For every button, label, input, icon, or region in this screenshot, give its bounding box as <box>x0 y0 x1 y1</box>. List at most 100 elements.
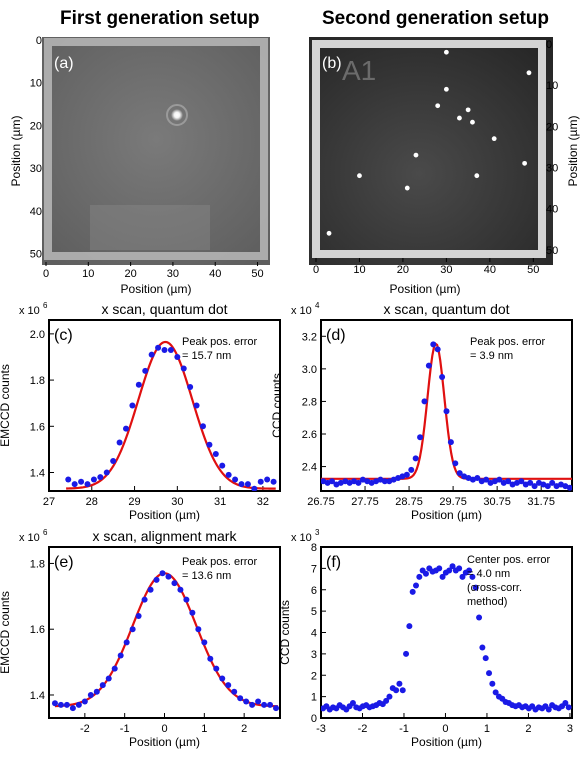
data-point <box>99 682 106 689</box>
data-point <box>527 479 534 486</box>
panel-d-plot: 26.75 27.75 28.75 29.75 30.75 31.75 2.4 2.6 2.8 3… <box>270 301 573 522</box>
data-point <box>472 584 479 591</box>
data-point <box>232 476 239 483</box>
bright-spot <box>526 70 532 76</box>
scale-exponent: 6 <box>43 528 48 537</box>
bright-spot <box>470 119 475 125</box>
plot-area <box>51 570 280 712</box>
x-tick-label: 29 <box>128 496 140 508</box>
data-point <box>189 609 196 616</box>
panel-label: (e) <box>54 554 74 571</box>
data-point <box>193 402 200 409</box>
data-point <box>396 680 403 687</box>
data-point <box>103 469 110 476</box>
annotation-line: = 13.6 nm <box>182 570 231 582</box>
x-tick-label: 32 <box>257 496 269 508</box>
panel-label: (f) <box>326 554 341 571</box>
y-tick-label: 1 <box>311 692 317 704</box>
y-tick-label: 2.6 <box>302 429 317 441</box>
data-point <box>483 476 490 483</box>
data-point <box>355 479 362 486</box>
data-point <box>159 570 166 577</box>
panel-a-ytick-label: 50 <box>30 248 42 260</box>
annotation-line: method) <box>467 596 507 608</box>
data-point <box>63 701 70 708</box>
data-point <box>349 700 356 707</box>
data-point <box>212 451 219 458</box>
x-tick-label: 29.75 <box>439 496 467 508</box>
x-axis-label: Position (µm) <box>129 508 200 522</box>
data-point <box>409 588 416 595</box>
y-tick-label: 7 <box>311 563 317 575</box>
panel-a-xtick-label: 40 <box>209 268 221 280</box>
y-tick-label: 1.6 <box>30 421 45 433</box>
data-point <box>116 439 123 446</box>
panel-label: (c) <box>54 327 73 344</box>
data-point <box>482 655 489 662</box>
annotation-line: = 15.7 nm <box>182 350 231 362</box>
data-point <box>443 408 450 415</box>
plot-area <box>321 563 572 713</box>
data-point <box>518 478 525 485</box>
data-point <box>200 423 206 430</box>
y-tick-label: 1.6 <box>30 624 45 636</box>
data-point <box>180 365 187 372</box>
data-point <box>393 687 400 694</box>
x-axis-label: Position (µm) <box>411 508 482 522</box>
panel-b-ytick-label: 30 <box>546 162 558 174</box>
data-point <box>183 596 190 603</box>
x-tick-label: 1 <box>201 723 207 735</box>
scale-factor: x 10 <box>19 305 40 317</box>
data-point <box>416 573 423 580</box>
data-point <box>69 705 76 712</box>
plot-area <box>321 341 572 491</box>
data-point <box>123 639 130 646</box>
annotation-line: (cross-corr. <box>467 582 522 594</box>
left-column-header: First generation setup <box>60 8 260 29</box>
data-point <box>219 675 226 682</box>
y-tick-label: 1.4 <box>30 468 45 480</box>
x-tick-label: 3 <box>567 723 573 735</box>
data-point <box>383 697 390 704</box>
x-tick-label: -1 <box>120 723 130 735</box>
y-tick-label: 1.8 <box>30 558 45 570</box>
data-point <box>264 476 271 483</box>
data-point <box>417 434 424 441</box>
annotation-line: = 4.0 nm <box>467 568 510 580</box>
data-point <box>177 586 184 593</box>
plot-title: x scan, quantum dot <box>383 301 509 317</box>
x-tick-label: 0 <box>442 723 448 735</box>
panel-b-alignment-frame <box>312 40 546 258</box>
data-point <box>129 402 136 409</box>
data-point <box>425 362 432 369</box>
scale-exponent: 6 <box>43 301 48 310</box>
data-point <box>492 689 499 696</box>
panel-a-ytick-label: 0 <box>36 35 42 47</box>
data-point <box>447 439 454 446</box>
data-point <box>147 586 154 593</box>
x-tick-label: 0 <box>161 723 167 735</box>
panel-b-mark-label: A1 <box>342 55 376 86</box>
panel-a-quantum-dot <box>171 109 183 121</box>
data-point <box>195 626 202 633</box>
panel-a-xtick-label: 30 <box>167 268 179 280</box>
x-tick-label: 30 <box>171 496 183 508</box>
annotation-line: Peak pos. error <box>182 556 258 568</box>
data-point <box>496 476 503 483</box>
data-point <box>57 701 64 708</box>
panel-b-ytick-label: 40 <box>546 204 558 216</box>
y-tick-label: 8 <box>311 542 317 554</box>
y-tick-label: 5 <box>311 606 317 618</box>
data-point <box>90 476 97 483</box>
data-point <box>51 700 58 707</box>
panel-a-ytick-label: 20 <box>30 120 42 132</box>
data-point <box>469 573 476 580</box>
y-axis-label: CCD counts <box>270 373 284 438</box>
scale-factor: x 10 <box>291 305 312 317</box>
data-point <box>408 466 415 473</box>
panel-b-xlabel: Position (µm) <box>390 282 461 296</box>
scale-factor: x 10 <box>19 532 40 544</box>
scale-exponent: 3 <box>315 528 320 537</box>
data-point <box>213 665 220 672</box>
